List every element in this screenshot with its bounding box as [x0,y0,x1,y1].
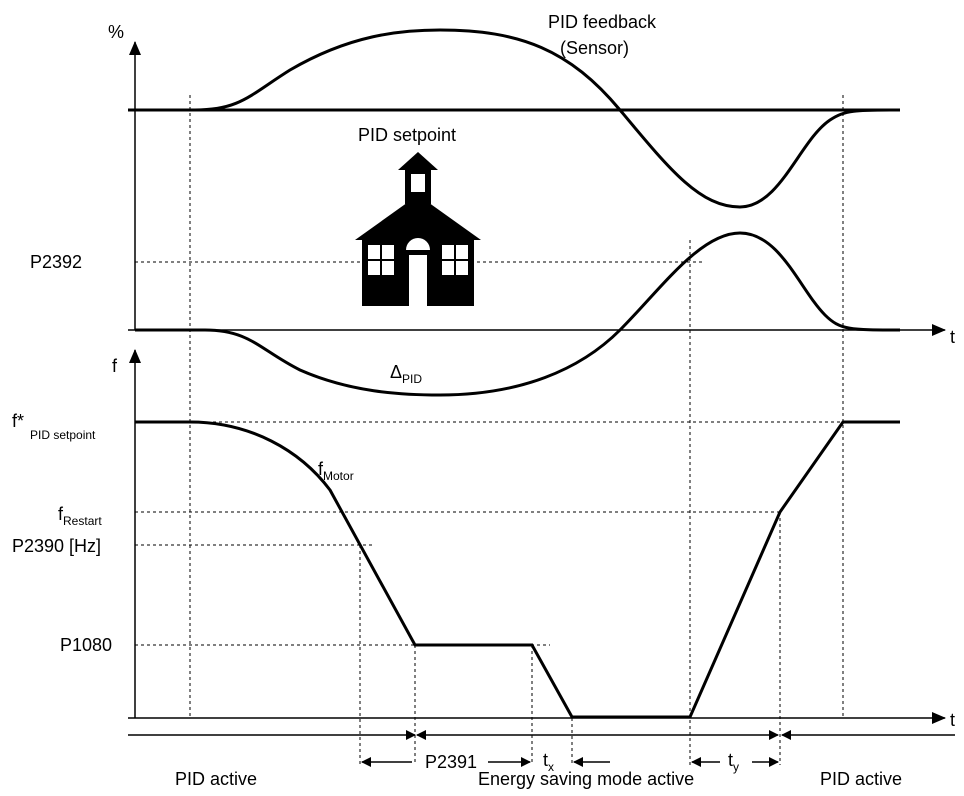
motor-curve [135,420,900,719]
phase-label: PID active [820,769,902,789]
house-icon [355,152,481,306]
guides [135,95,900,765]
feedback-curve [135,28,901,209]
phase-label: PID active [175,769,257,789]
ty-label: ty [728,750,739,774]
delta-label: ΔPID [390,362,422,386]
t-label-bottom: t [950,710,955,730]
p2390-label: P2390 [Hz] [12,536,101,556]
p1080-label: P1080 [60,635,112,655]
f-restart-label: fRestart [58,504,102,528]
p2392-label: P2392 [30,252,82,272]
f-setpoint-label: f*PID setpoint [12,411,96,442]
delta-curve [135,231,901,397]
setpoint-label: PID setpoint [358,125,456,145]
y-label-top: % [108,22,124,42]
f-motor-label: fMotor [318,459,354,483]
p2391-label: P2391 [425,752,477,772]
y-label-bottom: f [112,356,118,376]
phase-label: Energy saving mode active [478,769,694,789]
tx-label: tx [543,750,554,774]
t-label-top: t [950,327,955,347]
bottom-axes [128,349,946,724]
feedback-label: (Sensor) [560,38,629,58]
feedback-label: PID feedback [548,12,657,32]
top-axes [128,41,946,336]
